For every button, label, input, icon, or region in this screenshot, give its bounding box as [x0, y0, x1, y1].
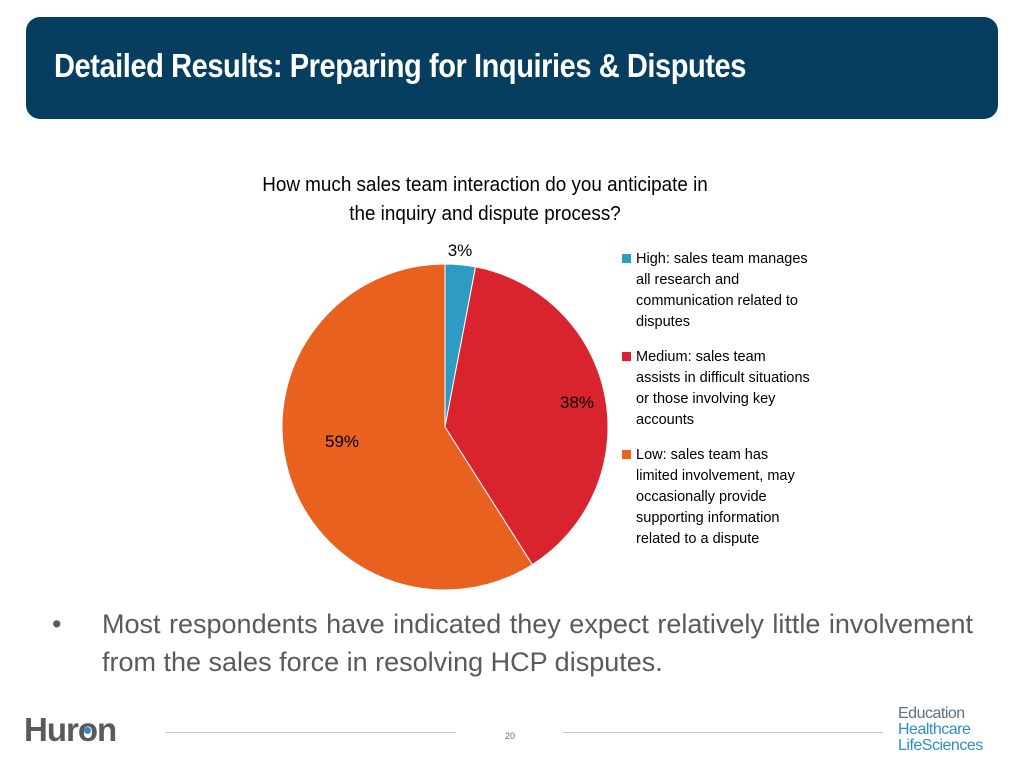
- legend-item-1: High: sales team manages all research and…: [620, 249, 830, 333]
- chart-title-line-2: the inquiry and dispute process?: [349, 202, 621, 225]
- sector-healthcare: Healthcare: [898, 721, 971, 738]
- legend-swatch: [622, 450, 631, 459]
- bullet-text: Most respondents have indicated they exp…: [102, 609, 973, 677]
- legend-text-line: related to a dispute: [636, 531, 760, 547]
- legend-text-line: limited involvement, may: [636, 468, 795, 484]
- huron-logo: Huron: [24, 711, 117, 748]
- page-number: 20: [504, 731, 515, 741]
- chart-title: How much sales team interaction do you a…: [204, 170, 765, 228]
- legend-swatch: [622, 254, 631, 263]
- legend-text-line: occasionally provide: [636, 489, 767, 505]
- legend-text-line: Medium: sales team: [636, 349, 766, 365]
- pie-data-label-2: 38%: [560, 393, 594, 412]
- legend-text-line: all research and: [636, 272, 740, 288]
- legend-item-2: Medium: sales team assists in difficult s…: [620, 347, 830, 431]
- legend-item-3: Low: sales team has limited involvement, …: [620, 445, 830, 550]
- legend-text-line: accounts: [636, 412, 695, 428]
- chart-legend: High: sales team manages all research and…: [620, 249, 830, 564]
- bullet-dot: •: [52, 609, 62, 639]
- header-banner: Detailed Results: Preparing for Inquirie…: [26, 17, 998, 119]
- chart-title-line-1: How much sales team interaction do you a…: [262, 173, 708, 196]
- pie-slice-3: [281, 263, 534, 591]
- page-title: Detailed Results: Preparing for Inquirie…: [54, 47, 746, 84]
- pie-slice-2: [444, 266, 609, 566]
- legend-text-line: disputes: [636, 314, 691, 330]
- legend-swatch: [622, 352, 631, 361]
- pie-data-label-3: 59%: [325, 432, 359, 451]
- sector-lifesciences: LifeSciences: [898, 737, 983, 754]
- sector-wordmark: Education Healthcare LifeSciences: [898, 706, 983, 754]
- bullet-item: • Most respondents have indicated they e…: [52, 605, 973, 681]
- footer-divider-left: [166, 732, 456, 733]
- legend-text-line: supporting information: [636, 510, 780, 526]
- legend-text-line: or those involving key: [636, 391, 776, 407]
- footer-divider-right: [563, 732, 883, 733]
- pie-data-label-1: 3%: [448, 241, 473, 260]
- legend-text-line: assists in difficult situations: [636, 370, 810, 386]
- sector-education: Education: [898, 705, 965, 722]
- legend-text-line: communication related to: [636, 293, 798, 309]
- legend-text-line: High: sales team manages: [636, 251, 808, 267]
- legend-text-line: Low: sales team has: [636, 447, 769, 463]
